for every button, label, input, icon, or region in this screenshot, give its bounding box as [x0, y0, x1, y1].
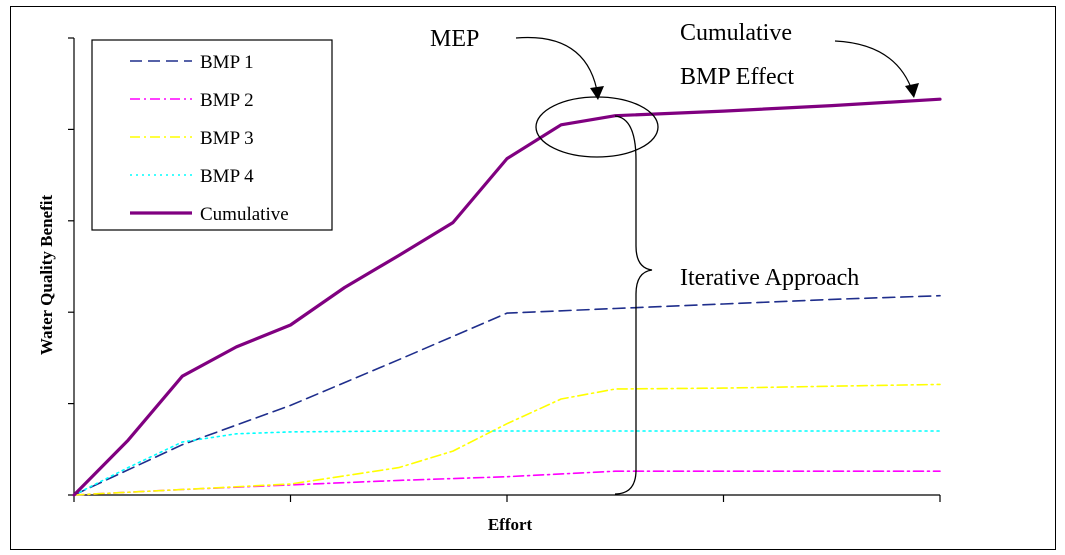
iterative-approach-label: Iterative Approach [680, 265, 859, 291]
iterative-approach-brace [614, 115, 653, 495]
legend: BMP 1 BMP 2 BMP 3 BMP 4 Cumulative [91, 39, 333, 231]
series-line-bmp-1 [73, 294, 941, 496]
legend-label-bmp-4: BMP 4 [200, 166, 254, 187]
legend-label-bmp-2: BMP 2 [200, 90, 254, 111]
cumulative-bmp-effect-label-line-1: Cumulative [680, 20, 792, 46]
annotation-layer: MEP Cumulative BMP Effect Iterative Appr… [430, 20, 919, 495]
x-axis-label: Effort [488, 515, 533, 534]
cumulative-arrowhead [905, 83, 919, 98]
cumulative-arrow [834, 40, 914, 94]
series-line-cumulative [72, 97, 942, 497]
mep-ellipse [535, 96, 659, 158]
series-layer [72, 97, 942, 497]
series-line-bmp-3 [73, 383, 941, 496]
axes [68, 37, 941, 502]
mep-arrowhead [590, 86, 604, 100]
legend-box [91, 39, 333, 231]
y-axis-label: Water Quality Benefit [37, 195, 56, 356]
series-line-bmp-2 [73, 470, 941, 496]
cumulative-bmp-effect-label-line-2: BMP Effect [680, 64, 794, 90]
legend-label-bmp-3: BMP 3 [200, 128, 254, 149]
chart-frame [10, 6, 1056, 550]
legend-label-bmp-1: BMP 1 [200, 52, 254, 73]
mep-arrow [515, 36, 599, 97]
mep-label: MEP [430, 26, 479, 52]
legend-label-cumulative: Cumulative [200, 204, 289, 225]
series-line-bmp-4 [73, 430, 941, 496]
